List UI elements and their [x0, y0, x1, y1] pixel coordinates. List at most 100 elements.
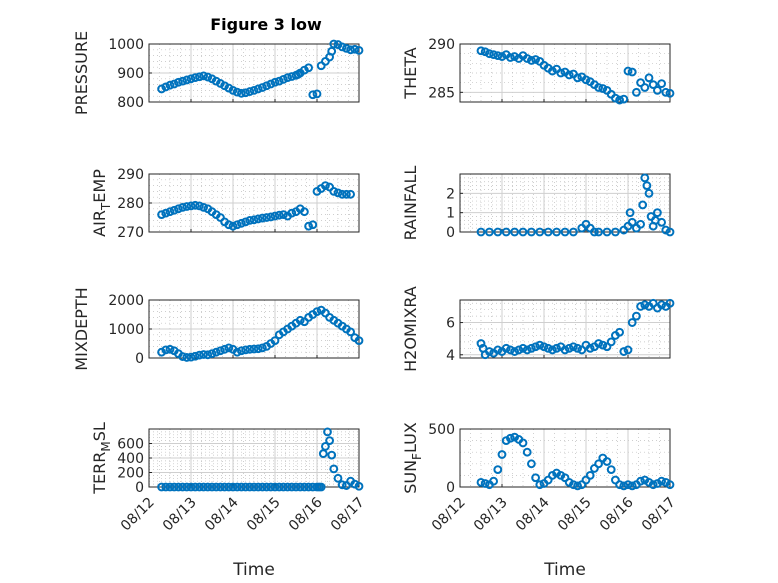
- data-point: [556, 68, 566, 78]
- data-point: [598, 84, 608, 93]
- data-point: [199, 71, 209, 81]
- data-point: [291, 482, 301, 492]
- data-point: [493, 465, 503, 475]
- data-point: [531, 342, 540, 352]
- data-point: [653, 86, 662, 95]
- data-point: [636, 476, 645, 486]
- data-point: [195, 72, 204, 82]
- data-point: [489, 50, 499, 60]
- data-point: [182, 353, 192, 362]
- data-point: [258, 343, 267, 353]
- data-point: [531, 55, 540, 64]
- data-point: [648, 480, 658, 490]
- data-point: [182, 75, 192, 85]
- data-point: [501, 227, 511, 237]
- data-point: [636, 219, 645, 229]
- data-point: [485, 49, 494, 59]
- data-point: [569, 342, 578, 352]
- x-axis-label: Time: [232, 560, 275, 580]
- data-point: [186, 201, 196, 211]
- y-tick-label: 800: [117, 95, 144, 111]
- data-point: [174, 204, 183, 214]
- data-point: [203, 350, 213, 360]
- chart-3: 0 1 2 RAINFALL: [401, 166, 675, 241]
- data-point: [224, 220, 234, 230]
- data-point: [157, 482, 167, 492]
- data-point: [543, 343, 553, 353]
- data-point: [161, 345, 171, 355]
- data-point: [476, 477, 486, 487]
- data-point: [648, 80, 658, 89]
- data-point: [220, 482, 230, 492]
- data-point: [312, 89, 322, 99]
- y-tick-label: 1000: [108, 37, 144, 53]
- data-point: [640, 300, 650, 310]
- y-axis-label: RAINFALL: [401, 166, 420, 241]
- y-tick-label: 200: [117, 466, 144, 482]
- data-point: [573, 73, 582, 83]
- data-point: [501, 343, 511, 353]
- y-tick-label: 500: [428, 422, 455, 438]
- data-point: [207, 349, 217, 359]
- data-point: [560, 345, 570, 355]
- data-point: [354, 45, 364, 55]
- data-point: [564, 343, 574, 353]
- data-point: [590, 227, 599, 237]
- data-point: [619, 481, 629, 491]
- data-point: [337, 189, 347, 199]
- data-point: [199, 482, 209, 492]
- axes-frame: [459, 43, 671, 103]
- data-point: [619, 347, 629, 356]
- data-point: [632, 87, 641, 97]
- x-tick-label: 08/13: [160, 494, 200, 534]
- y-tick-label: 0: [135, 351, 144, 367]
- y-tick-label: 2: [446, 186, 455, 202]
- data-point: [354, 481, 364, 491]
- data-point: [640, 83, 650, 92]
- data-point: [249, 344, 259, 354]
- data-point: [602, 457, 612, 466]
- data-point: [304, 63, 314, 73]
- y-tick-label: 270: [117, 225, 144, 241]
- x-tick-label: 08/16: [597, 494, 637, 534]
- data-point: [640, 173, 650, 183]
- data-point: [169, 79, 179, 89]
- data-point: [241, 345, 251, 355]
- data-point: [611, 93, 620, 103]
- data-point: [165, 344, 175, 354]
- data-point: [274, 210, 284, 220]
- data-point: [569, 480, 578, 490]
- data-point: [350, 44, 360, 54]
- data-point: [527, 343, 536, 353]
- data-point: [337, 480, 347, 490]
- axes-frame: [459, 299, 671, 359]
- data-point: [237, 346, 246, 356]
- data-point: [611, 227, 620, 237]
- data-point: [564, 70, 574, 80]
- data-point: [258, 213, 267, 223]
- data-point: [644, 73, 654, 83]
- data-point: [253, 482, 263, 492]
- y-axis-label: AIRTEMP: [90, 169, 113, 237]
- data-point: [615, 95, 624, 105]
- data-point: [312, 307, 322, 317]
- y-tick-label: 600: [117, 437, 144, 453]
- data-point: [249, 86, 259, 95]
- data-point: [224, 343, 234, 353]
- x-tick-label: 08/17: [328, 494, 368, 534]
- data-point: [602, 227, 612, 237]
- data-point: [157, 210, 167, 220]
- data-point: [161, 82, 171, 92]
- data-point: [279, 74, 288, 84]
- data-point: [241, 217, 251, 227]
- data-point: [300, 482, 309, 492]
- data-point: [476, 46, 486, 56]
- data-point: [190, 73, 200, 83]
- data-point: [266, 212, 276, 222]
- data-point: [195, 350, 204, 360]
- figure-title: Figure 3 low: [210, 15, 322, 34]
- y-tick-label: 900: [117, 66, 144, 82]
- data-point: [665, 480, 675, 490]
